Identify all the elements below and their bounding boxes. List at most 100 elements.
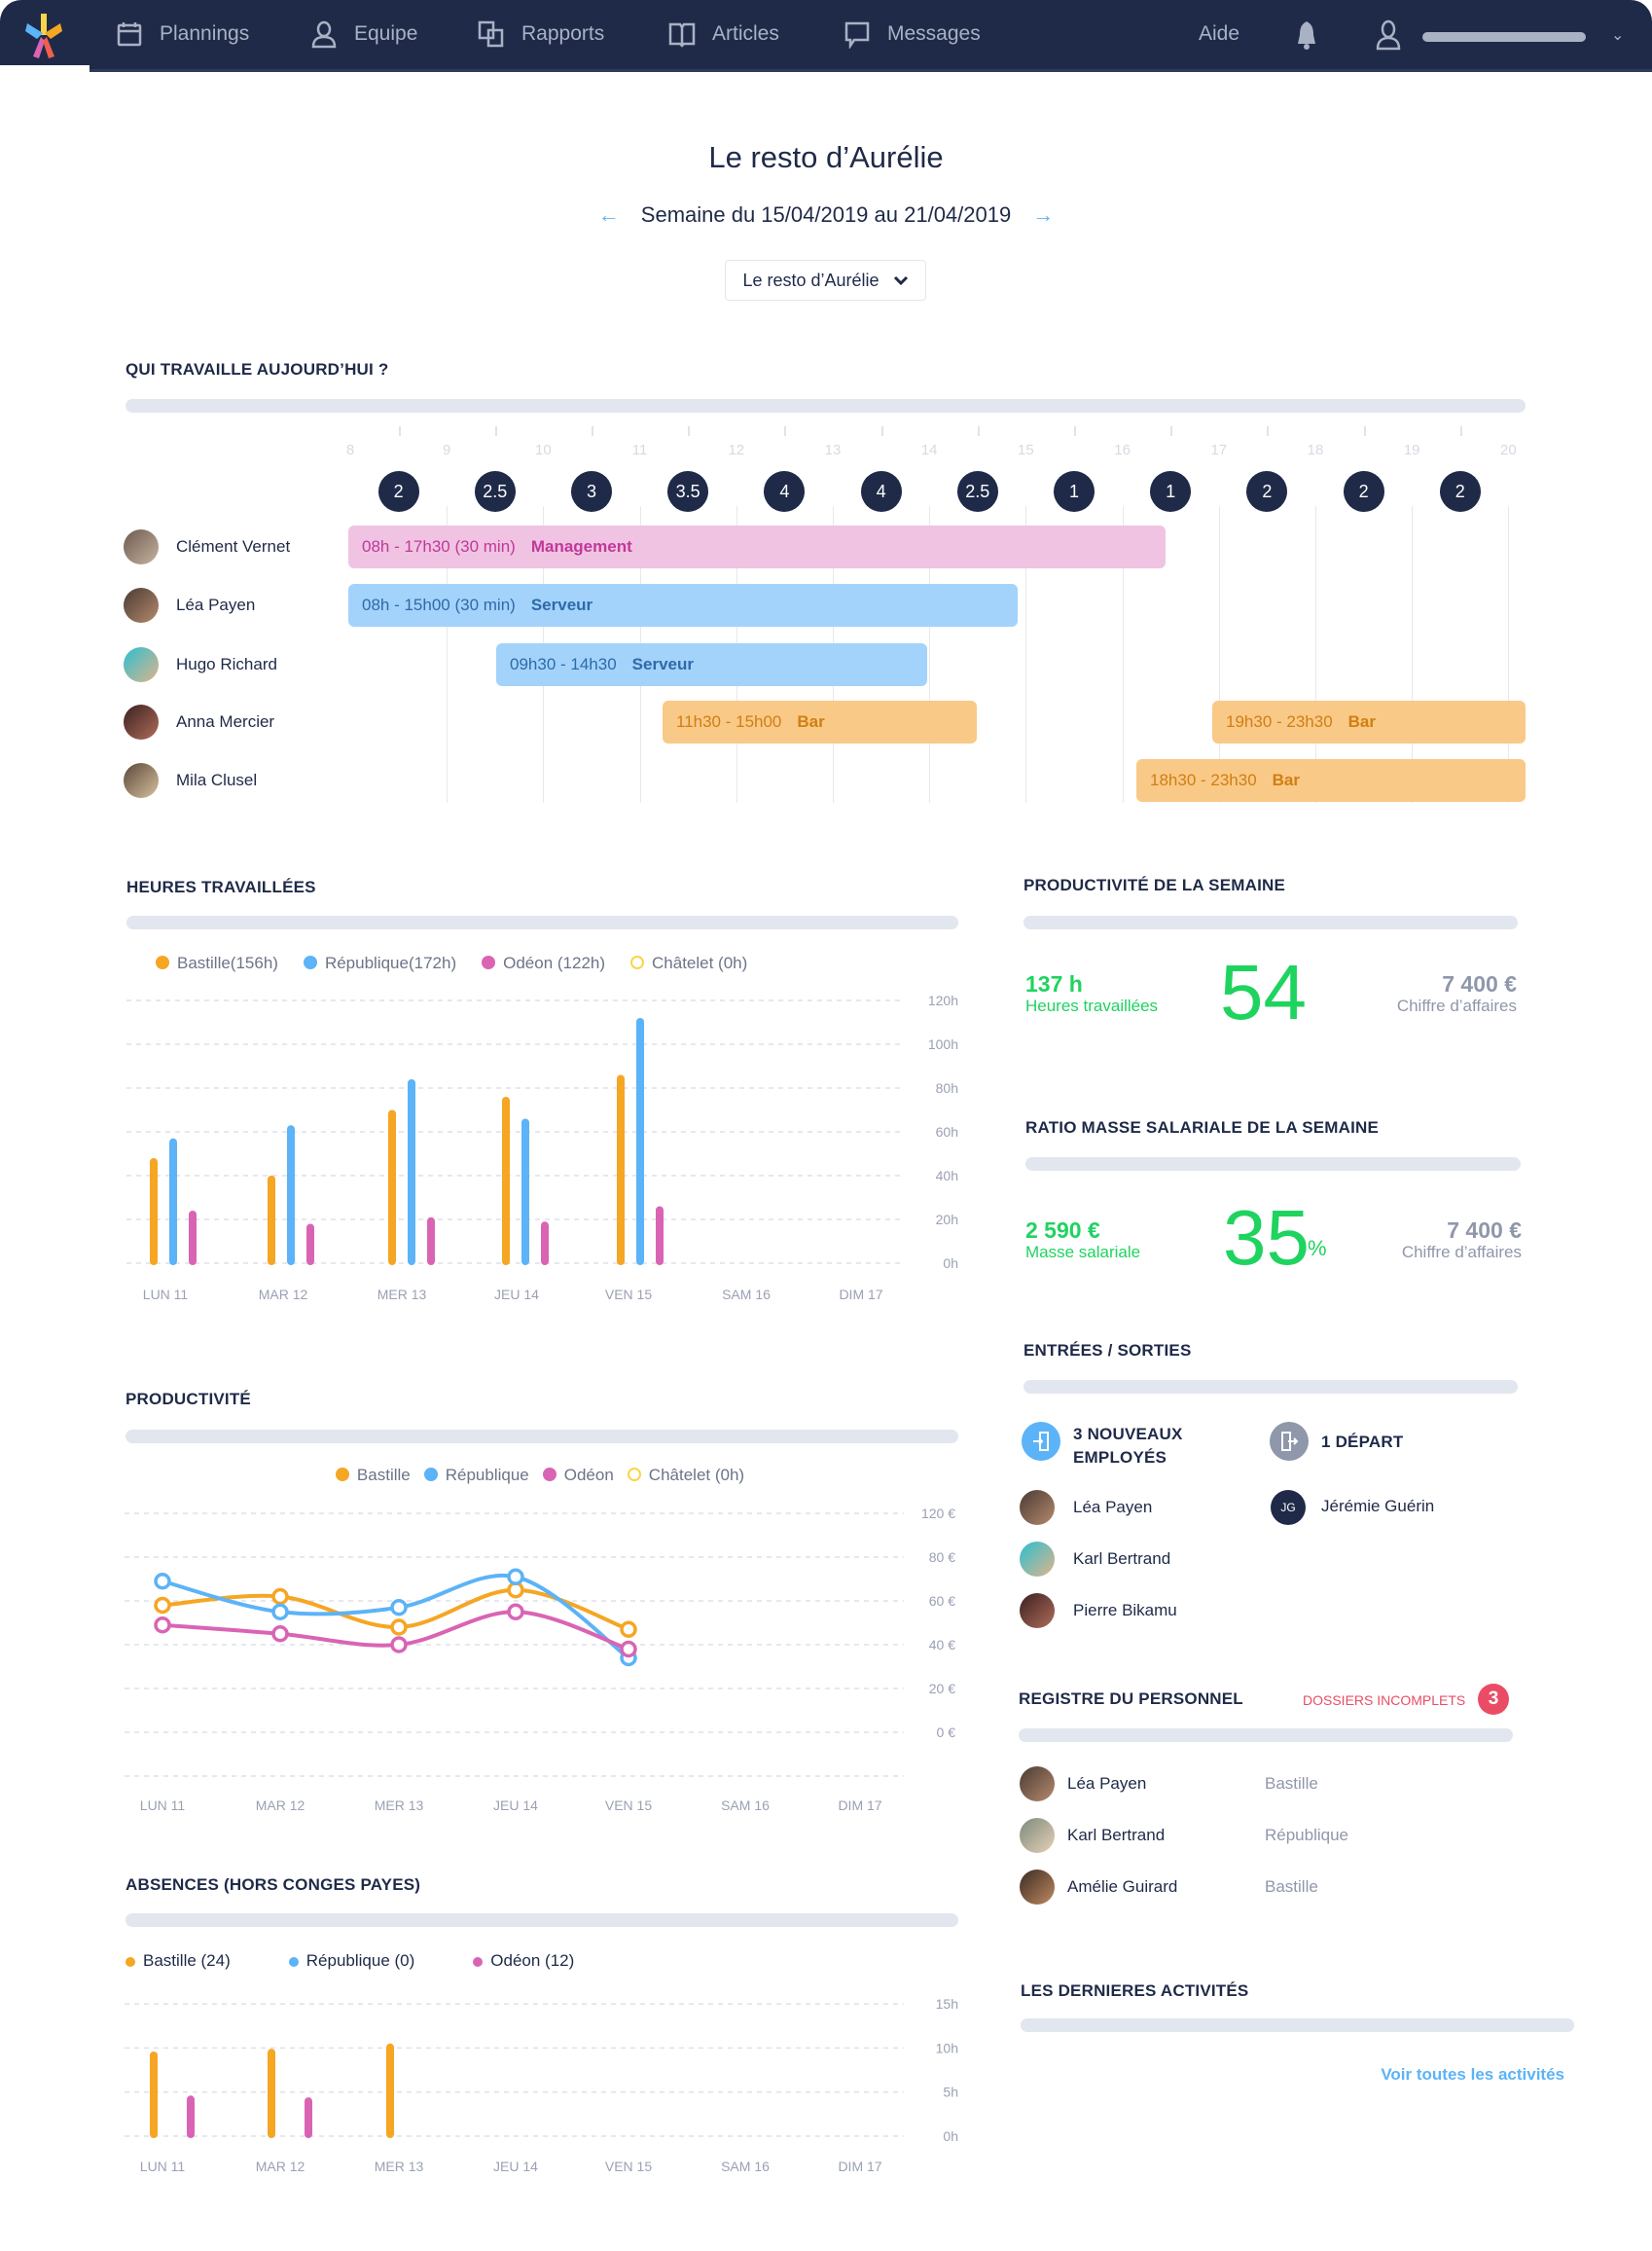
section-divider [1019,1728,1513,1742]
avatar [1020,1490,1055,1525]
section-divider [126,1913,958,1927]
staff-count-badge: 2 [1439,471,1481,512]
y-tick-label: 20 € [929,1681,955,1696]
nav-rapports[interactable]: Rapports [477,0,604,68]
legend-item[interactable]: République (0) [288,1951,414,1971]
staff-count-badge: 2 [1343,471,1384,512]
user-name-redacted[interactable] [1422,32,1586,42]
legend-dot-icon [335,1468,349,1481]
payroll-ratio-unit: % [1308,1236,1327,1260]
data-point [507,1603,524,1620]
half-hour-tick [1459,426,1462,436]
registry-name[interactable]: Karl Bertrand [1067,1826,1166,1844]
shift-bar[interactable]: 18h30 - 23h30 Bar [1136,759,1526,802]
avatar [1020,1870,1055,1905]
registry-name[interactable]: Léa Payen [1067,1774,1147,1793]
legend-dot-icon [156,956,169,969]
x-tick-label: SAM 16 [722,1287,771,1302]
x-tick-label: DIM 17 [838,1797,881,1813]
legend-item[interactable]: Bastille [335,1466,411,1485]
x-tick-label: JEU 14 [493,2159,538,2174]
see-all-activities-link[interactable]: Voir toutes les activités [1381,2065,1564,2084]
nav-plannings[interactable]: Plannings [115,0,249,68]
half-hour-tick [977,426,980,436]
top-navigation [0,0,1652,72]
staff-count-badge: 3 [571,471,612,512]
legend-item[interactable]: République [423,1466,529,1485]
data-point [507,1568,524,1585]
week-navigator: ← Semaine du 15/04/2019 au 21/04/2019 → [0,202,1652,228]
hour-gridline [1122,506,1124,803]
departure-name[interactable]: Jérémie Guérin [1321,1497,1435,1515]
employee-name[interactable]: Mila Clusel [176,771,258,789]
y-tick-label: 0 € [937,1725,956,1740]
y-tick-label: 60 € [929,1593,955,1609]
x-tick-label: LUN 11 [140,1797,186,1813]
hours-legend: Bastille(156h) République(172h) Odéon (122… [156,954,747,973]
incomplete-count-badge[interactable]: 3 [1478,1684,1509,1715]
data-point [271,1587,289,1606]
registry-site: Bastille [1265,1877,1318,1896]
legend-dot-icon [482,956,496,969]
chevron-down-icon [893,275,908,285]
hour-label: 11 [631,442,648,458]
half-hour-tick [592,426,593,436]
incomplete-files-link[interactable]: DOSSIERS INCOMPLETS [1303,1692,1466,1708]
bar [541,1221,549,1265]
x-tick-label: MAR 12 [256,1797,305,1813]
legend-item[interactable]: Odéon [542,1466,614,1485]
legend-item[interactable]: Odéon (12) [473,1951,574,1971]
legend-item[interactable]: Bastille(156h) [156,954,278,973]
productivity-legend: Bastille République Odéon Châtelet (0h) [0,1466,1080,1485]
data-point [271,1603,289,1620]
shift-bar[interactable]: 11h30 - 15h00 Bar [663,701,977,744]
calendar-icon [117,22,142,47]
legend-item[interactable]: Châtelet (0h) [630,954,747,973]
chevron-down-icon[interactable]: ⌄ [1611,27,1625,44]
logo[interactable] [0,0,90,72]
section-title-week-productivity: PRODUCTIVITÉ DE LA SEMAINE [1024,876,1286,894]
nav-articles[interactable]: Articles [667,0,779,68]
shift-bar[interactable]: 19h30 - 23h30 Bar [1212,701,1526,744]
arrival-name[interactable]: Léa Payen [1073,1498,1153,1516]
bar [305,2097,312,2138]
section-divider [1024,1380,1518,1394]
nav-messages[interactable]: Messages [843,0,981,68]
bar [617,1074,625,1265]
restaurant-select[interactable]: Le resto d’Aurélie [725,260,926,301]
y-tick-label: 0h [943,1255,958,1271]
half-hour-tick [784,426,787,436]
registry-name[interactable]: Amélie Guirard [1067,1877,1178,1896]
legend-item[interactable]: République(172h) [303,954,456,973]
x-tick-label: DIM 17 [838,2159,881,2174]
employee-name[interactable]: Hugo Richard [176,655,277,673]
hour-gridline [1508,506,1510,803]
legend-dot-icon [423,1468,438,1481]
x-tick-label: VEN 15 [605,1797,652,1813]
bar [502,1097,510,1265]
user-icon[interactable] [1375,19,1402,55]
legend-item[interactable]: Bastille (24) [126,1951,231,1971]
employee-name[interactable]: Clément Vernet [176,537,291,556]
section-title-absences: ABSENCES (HORS CONGES PAYES) [126,1875,421,1894]
bell-icon[interactable] [1292,19,1321,55]
y-tick-label: 15h [936,1996,958,2012]
shift-bar[interactable]: 08h - 15h00 (30 min) Serveur [348,584,1018,627]
shift-bar[interactable]: 08h - 17h30 (30 min) Management [348,526,1166,568]
y-tick-label: 120h [928,993,958,1008]
legend-item[interactable]: Odéon (122h) [482,954,605,973]
employee-name[interactable]: Anna Mercier [176,712,275,731]
arrival-name[interactable]: Pierre Bikamu [1073,1601,1177,1619]
legend-item[interactable]: Châtelet (0h) [627,1466,744,1485]
employee-name[interactable]: Léa Payen [176,596,256,614]
legend-dot-icon [542,1468,557,1481]
next-week-arrow-icon[interactable]: → [1032,202,1055,227]
half-hour-tick [1267,426,1270,436]
section-divider [126,916,958,929]
section-title-registry: REGISTRE DU PERSONNEL [1019,1689,1243,1708]
previous-week-arrow-icon[interactable]: ← [597,202,620,227]
arrival-name[interactable]: Karl Bertrand [1073,1549,1171,1568]
nav-equipe[interactable]: Equipe [309,0,417,68]
shift-bar[interactable]: 09h30 - 14h30 Serveur [496,643,927,686]
help-link[interactable]: Aide [1199,22,1240,45]
